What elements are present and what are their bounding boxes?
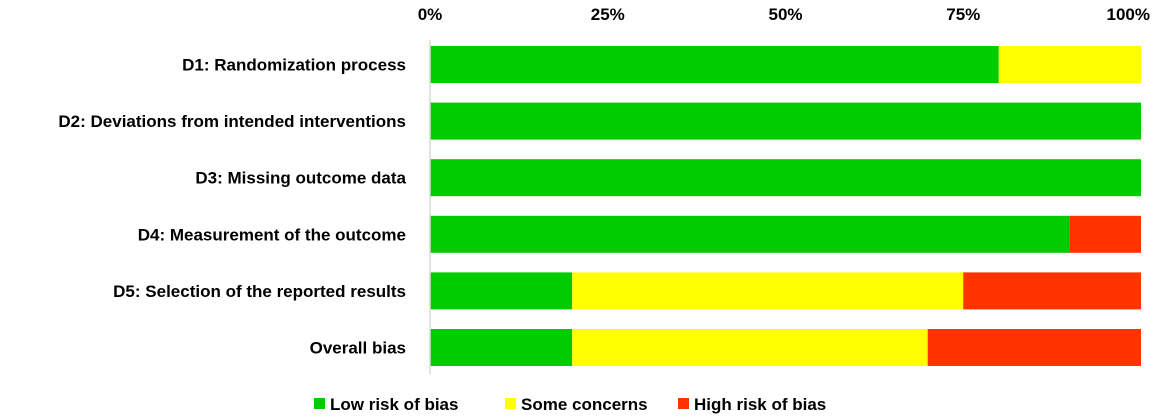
bar-segment-some-concerns <box>572 272 964 310</box>
category-label: D4: Measurement of the outcome <box>138 225 406 244</box>
bar-segment-low-risk-of-bias <box>430 46 999 83</box>
legend: Low risk of bias Some concerns High risk o… <box>314 395 826 414</box>
bar-segment-high-risk-of-bias <box>927 329 1141 366</box>
category-label: D5: Selection of the reported results <box>113 282 406 301</box>
x-tick-label: 50% <box>768 5 802 24</box>
legend-swatch-high-risk-of-bias <box>678 398 689 409</box>
bar-segment-low-risk-of-bias <box>430 102 1141 140</box>
category-label: D2: Deviations from intended interventio… <box>58 112 406 131</box>
bar-segment-some-concerns <box>998 46 1141 83</box>
bar-segment-high-risk-of-bias <box>963 272 1141 310</box>
bars <box>430 46 1141 366</box>
bar-segment-high-risk-of-bias <box>1069 215 1141 253</box>
x-axis-ticks: 0% 25% 50% 75% 100% <box>418 5 1150 24</box>
bar-segment-low-risk-of-bias <box>430 215 1070 253</box>
x-tick-label: 0% <box>418 5 443 24</box>
legend-swatch-some-concerns <box>505 398 516 409</box>
bar-segment-low-risk-of-bias <box>430 159 1141 197</box>
x-tick-label: 100% <box>1107 5 1150 24</box>
legend-swatch-low-risk-of-bias <box>314 398 325 409</box>
legend-label: High risk of bias <box>694 395 826 414</box>
category-labels: D1: Randomization process D2: Deviations … <box>58 56 406 358</box>
category-label: Overall bias <box>310 339 406 358</box>
legend-label: Some concerns <box>521 395 648 414</box>
x-tick-label: 75% <box>946 5 980 24</box>
bar-segment-some-concerns <box>572 329 928 366</box>
bar-segment-low-risk-of-bias <box>430 329 573 366</box>
bar-segment-low-risk-of-bias <box>430 272 573 310</box>
category-label: D3: Missing outcome data <box>195 169 406 188</box>
x-tick-label: 25% <box>591 5 625 24</box>
category-label: D1: Randomization process <box>182 56 406 75</box>
legend-label: Low risk of bias <box>330 395 458 414</box>
